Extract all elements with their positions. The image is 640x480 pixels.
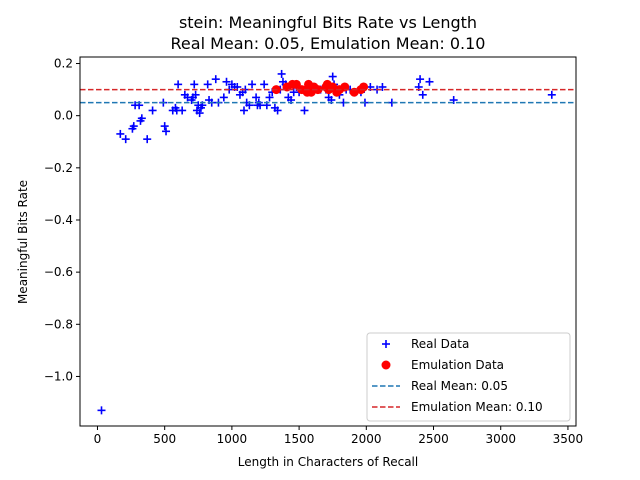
x-tick-label: 2000 [351, 432, 382, 446]
real-data-point [425, 77, 434, 86]
x-tick-label: 2500 [418, 432, 449, 446]
real-data-point [547, 90, 556, 99]
real-data-point [239, 106, 248, 115]
real-data-point [97, 406, 106, 415]
real-data-point [137, 114, 146, 123]
axes-frame [79, 56, 577, 427]
plot-content [80, 69, 576, 415]
legend-box [366, 332, 571, 422]
real-data-point [162, 127, 171, 136]
real-data-point [265, 93, 274, 102]
x-tick-label: 1500 [284, 432, 315, 446]
y-axis-label: Meaningful Bits Rate [16, 180, 30, 304]
real-data-point [416, 75, 425, 84]
real-data-point [203, 80, 212, 89]
legend-plus-marker [382, 340, 390, 348]
real-data-point [191, 90, 200, 99]
real-data-point [222, 77, 231, 86]
legend-label: Emulation Data [411, 358, 504, 372]
chart-title: stein: Meaningful Bits Rate vs Length [179, 13, 477, 32]
y-tick-label: −1.0 [44, 369, 73, 383]
x-tick-label: 0 [94, 432, 102, 446]
real-data-point [129, 122, 138, 131]
real-data-point [178, 106, 187, 115]
x-tick-label: 3500 [553, 432, 584, 446]
legend-emulation-mean: Emulation Mean: 0.10 [372, 400, 543, 414]
x-tick-label: 3000 [485, 432, 516, 446]
legend-label: Real Mean: 0.05 [411, 379, 508, 393]
legend: Real Data Emulation Data Real Mean: 0.05 Em… [366, 332, 571, 422]
x-axis-label: Length in Characters of Recall [238, 455, 418, 469]
x-tick-label: 1000 [217, 432, 248, 446]
real-data-point [260, 80, 269, 89]
real-data-point [378, 82, 387, 91]
y-tick-label: −0.2 [44, 161, 73, 175]
real-data-point [211, 75, 220, 84]
real-data-point [143, 135, 152, 144]
real-data-point [248, 80, 257, 89]
emulation-data-point [313, 85, 323, 95]
real-data-point [121, 135, 130, 144]
real-data-point [277, 69, 286, 78]
legend-label: Emulation Mean: 0.10 [411, 400, 543, 414]
y-tick-label: −0.4 [44, 213, 73, 227]
real-data-point [195, 109, 204, 118]
legend-real-mean: Real Mean: 0.05 [372, 379, 508, 393]
y-tick-label: −0.8 [44, 317, 73, 331]
real-data-point [219, 93, 228, 102]
legend-emulation-data: Emulation Data [381, 358, 504, 372]
chart-subtitle: Real Mean: 0.05, Emulation Mean: 0.10 [171, 34, 486, 53]
real-data-point [328, 72, 337, 81]
legend-label: Real Data [411, 337, 469, 351]
legend-real-data: Real Data [382, 337, 469, 351]
real-data-point [190, 80, 199, 89]
real-data-point [449, 96, 458, 105]
real-data-point [148, 106, 157, 115]
tick-layer: 0 500 1000 1500 2000 2500 3000 3500 0.2 0.0 −0.2 −0… [44, 57, 583, 446]
real-data-point [418, 90, 427, 99]
legend-circle-marker [381, 360, 391, 370]
x-tick-label: 500 [153, 432, 176, 446]
real-data-point [252, 93, 261, 102]
real-data-point [273, 106, 282, 115]
y-tick-label: 0.0 [54, 109, 73, 123]
y-tick-label: −0.6 [44, 265, 73, 279]
y-tick-label: 0.2 [54, 57, 73, 71]
real-data-point [174, 80, 183, 89]
real-data-point [116, 129, 125, 138]
real-data-point [300, 106, 309, 115]
real-data-point [160, 122, 169, 131]
